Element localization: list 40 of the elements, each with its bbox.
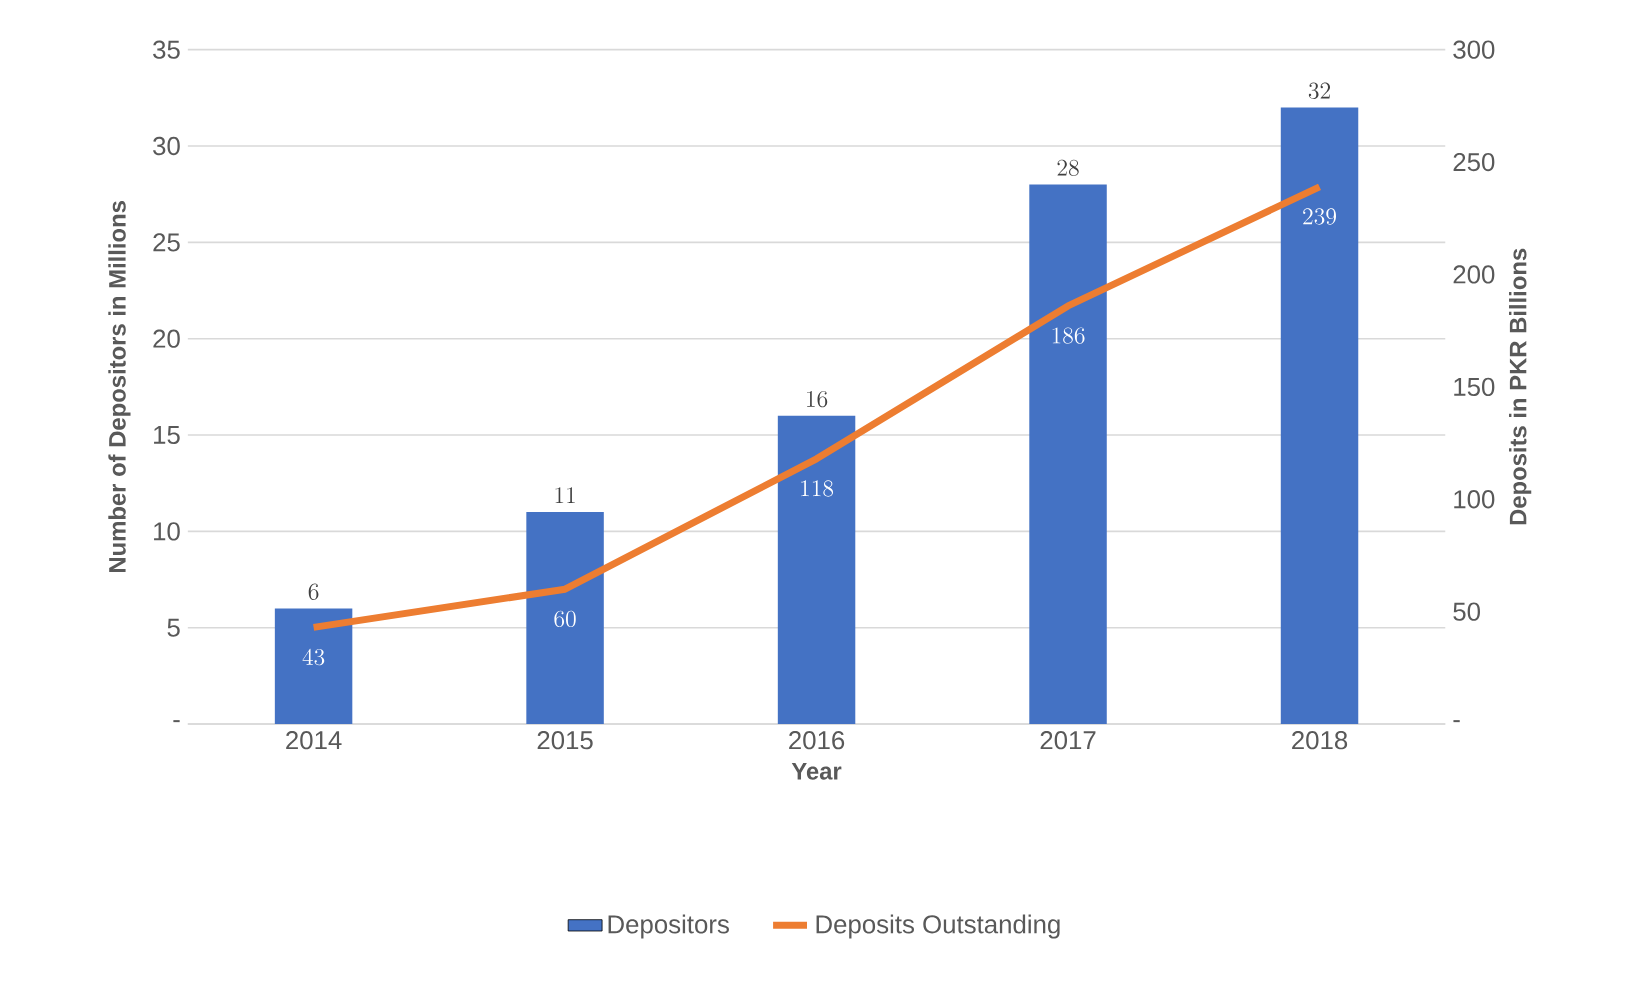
- data-label: 118: [801, 480, 834, 497]
- y2-tick-label: 300: [1453, 40, 1495, 59]
- data-label: 11: [555, 487, 575, 503]
- y-tick-label: 10: [154, 522, 180, 541]
- legend-label: Deposits Outstanding: [816, 914, 1060, 939]
- bar: [526, 511, 604, 724]
- y2-axis-title: Deposits in PKR Billions: [1509, 248, 1532, 525]
- bar: [777, 415, 856, 724]
- x-tick-label: 2018: [1292, 730, 1348, 750]
- data-label: 43: [302, 648, 325, 666]
- y-tick-label: 15: [154, 425, 180, 444]
- x-axis-title: Year: [791, 762, 842, 780]
- data-label: 60: [554, 610, 576, 627]
- y-axis-title: Number of Depositors in Millions: [108, 200, 131, 572]
- y-tick-label: -: [173, 719, 180, 722]
- y-tick-label: 35: [153, 40, 180, 59]
- legend-label: Depositors: [608, 914, 729, 939]
- data-label: 186: [1052, 327, 1085, 344]
- x-tick-label: 2016: [789, 730, 845, 750]
- y2-tick-label: 150: [1454, 377, 1495, 396]
- y-tick-label: 25: [153, 233, 180, 252]
- x-tick-label: 2017: [1040, 730, 1096, 750]
- bar: [274, 608, 353, 724]
- y-tick-label: 30: [153, 136, 180, 156]
- y2-tick-label: 50: [1453, 602, 1481, 621]
- x-tick-label: 2014: [286, 730, 342, 750]
- y2-tick-label: -: [1453, 719, 1460, 723]
- data-label: 28: [1057, 159, 1079, 176]
- data-label: 6: [308, 583, 319, 600]
- data-label: 239: [1303, 208, 1337, 225]
- bar: [1029, 184, 1107, 724]
- y2-tick-label: 100: [1454, 489, 1495, 509]
- bar: [1280, 107, 1359, 724]
- x-tick-label: 2015: [537, 730, 593, 750]
- data-label: 32: [1308, 82, 1331, 99]
- y2-tick-label: 250: [1453, 152, 1495, 172]
- y2-tick-label: 200: [1453, 265, 1495, 284]
- data-label: 16: [807, 390, 828, 408]
- y-tick-label: 5: [167, 618, 180, 637]
- y-tick-label: 20: [153, 329, 180, 348]
